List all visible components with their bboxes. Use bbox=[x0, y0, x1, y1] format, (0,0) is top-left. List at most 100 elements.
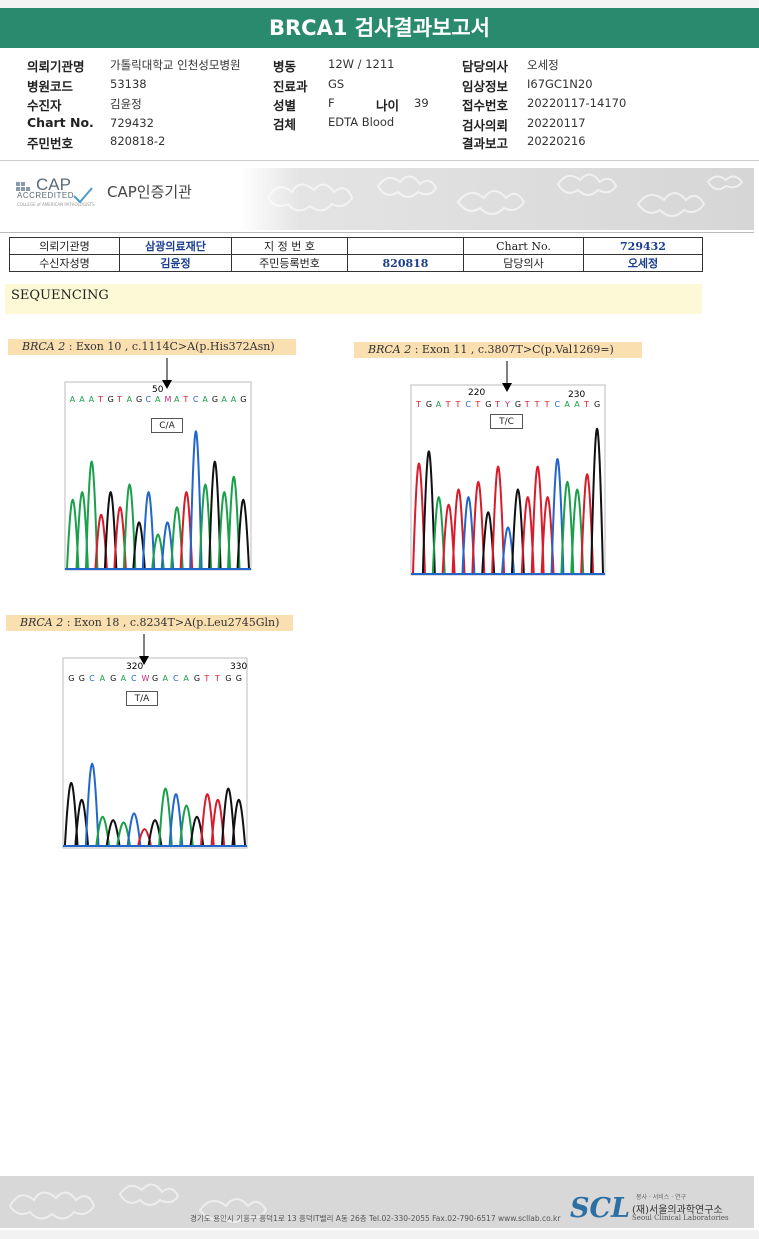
label-chart-no: Chart No. bbox=[27, 115, 94, 130]
cap-fine-print: COLLEGE of AMERICAN PATHOLOGISTS bbox=[17, 202, 95, 207]
trace-peak bbox=[412, 462, 426, 574]
base-call: A bbox=[221, 395, 227, 404]
call-box: C/A bbox=[151, 418, 183, 433]
base-call: A bbox=[121, 674, 127, 683]
base-call: G bbox=[108, 395, 114, 404]
table-cell: 주민등록번호 bbox=[231, 254, 348, 272]
org-name-english: Seoul Clinical Laboratories bbox=[632, 1214, 729, 1222]
trace-peak bbox=[590, 427, 604, 574]
base-call: C bbox=[146, 395, 152, 404]
base-call: G bbox=[136, 395, 142, 404]
position-label: 320 bbox=[126, 662, 143, 672]
value-ward: 12W / 1211 bbox=[328, 57, 395, 71]
trace-peak bbox=[421, 450, 436, 574]
base-call: G bbox=[240, 395, 246, 404]
table-cell: 담당의사 bbox=[463, 254, 584, 272]
trace-peak bbox=[560, 480, 575, 574]
value-age: 39 bbox=[414, 96, 429, 110]
base-call: C bbox=[465, 400, 471, 409]
decorative-cloud-pattern bbox=[266, 173, 744, 217]
trace-peak bbox=[236, 498, 250, 569]
label-ward: 병동 bbox=[273, 59, 297, 74]
label-hospital-code: 병원코드 bbox=[27, 79, 74, 94]
trace-peak bbox=[431, 495, 446, 574]
value-department: GS bbox=[328, 77, 345, 91]
trace-peak bbox=[141, 490, 156, 569]
patient-info-table: 의뢰기관명 삼광의료재단 지 정 번 호 Chart No. 729432 수신… bbox=[9, 237, 703, 272]
base-call: A bbox=[564, 400, 570, 409]
base-call: A bbox=[436, 400, 442, 409]
decorative-cloud-pattern bbox=[8, 1183, 268, 1223]
arrow-marker-icon bbox=[162, 380, 172, 389]
cap-banner bbox=[0, 168, 754, 230]
trace-peak bbox=[520, 495, 535, 574]
table-cell: 820818 bbox=[347, 254, 464, 272]
trace-peak bbox=[221, 787, 236, 846]
trace-peak bbox=[580, 473, 595, 574]
trace-peak bbox=[94, 513, 108, 569]
base-call: A bbox=[89, 395, 95, 404]
value-receipt-no: 20220117-14170 bbox=[527, 96, 627, 110]
label-department: 진료과 bbox=[273, 79, 308, 94]
label-receipt-no: 접수번호 bbox=[462, 98, 509, 113]
variant-description: : Exon 11 , c.3807T>C(p.Val1269=) bbox=[414, 343, 614, 356]
base-call: G bbox=[225, 674, 231, 683]
gene-name: BRCA 2 bbox=[22, 340, 66, 353]
label-request-date: 검사의뢰 bbox=[462, 118, 509, 133]
variant-label-3: BRCA 2 : Exon 18 , c.8234T>A(p.Leu2745Gl… bbox=[6, 615, 293, 631]
trace-peak bbox=[210, 798, 226, 846]
value-hospital-code: 53138 bbox=[110, 77, 147, 91]
scl-tagline: 봉사 · 서비스 · 연구 bbox=[636, 1194, 687, 1201]
trace-peak bbox=[63, 781, 79, 846]
label-patient: 수진자 bbox=[27, 98, 62, 113]
trace-peak bbox=[441, 503, 456, 574]
trace-peak bbox=[200, 793, 215, 846]
base-call: A bbox=[183, 674, 189, 683]
call-box: T/C bbox=[490, 414, 523, 429]
cap-accredited-text: ACCREDITED bbox=[17, 191, 75, 200]
base-call: C bbox=[173, 674, 179, 683]
trace-peak bbox=[510, 488, 525, 574]
trace-peak bbox=[530, 465, 545, 574]
scl-logo: SCL bbox=[570, 1193, 630, 1224]
base-call: C bbox=[89, 674, 95, 683]
org-name-korean: (재)서울의과학연구소 bbox=[632, 1205, 723, 1216]
base-call: T bbox=[97, 395, 103, 404]
base-call: G bbox=[426, 400, 432, 409]
value-resident-no: 820818-2 bbox=[110, 134, 166, 148]
value-physician: 오세정 bbox=[527, 58, 559, 72]
value-chart-no: 729432 bbox=[110, 116, 154, 130]
base-call: T bbox=[203, 674, 209, 683]
label-age: 나이 bbox=[376, 98, 400, 113]
variant-description: : Exon 18 , c.8234T>A(p.Leu2745Gln) bbox=[66, 616, 280, 629]
trace-peak bbox=[158, 787, 173, 846]
cap-divider bbox=[0, 232, 754, 233]
label-clinical-info: 임상정보 bbox=[462, 79, 509, 94]
cap-logo-icon bbox=[16, 182, 93, 204]
trace-peak bbox=[570, 488, 585, 574]
trace-peak bbox=[491, 465, 506, 574]
report-header: 의뢰기관명 가톨릭대학교 인천성모병원 병원코드 53138 수진자 김윤정 C… bbox=[0, 52, 759, 152]
call-box: T/A bbox=[126, 691, 158, 706]
footer-address: 경기도 용인시 기흥구 흥덕1로 13 흥덕IT밸리 A동 26층 Tel.02… bbox=[190, 1214, 561, 1223]
position-label: 230 bbox=[568, 390, 585, 400]
trace-peak bbox=[471, 480, 486, 574]
trace-peak bbox=[461, 495, 476, 574]
base-call: M bbox=[164, 395, 171, 404]
trace-peak bbox=[74, 798, 89, 846]
label-specimen: 검체 bbox=[273, 117, 297, 132]
trace-peak bbox=[217, 490, 231, 569]
trace-peak bbox=[126, 812, 142, 846]
base-call: T bbox=[415, 400, 421, 409]
base-call: A bbox=[100, 674, 106, 683]
base-call: G bbox=[515, 400, 521, 409]
table-cell bbox=[347, 237, 464, 255]
base-call: A bbox=[79, 395, 85, 404]
base-call: G bbox=[110, 674, 116, 683]
trace-peak bbox=[66, 498, 80, 569]
variant-label-2: BRCA 2 : Exon 11 , c.3807T>C(p.Val1269=) bbox=[354, 342, 642, 358]
sequencing-band bbox=[5, 284, 702, 314]
